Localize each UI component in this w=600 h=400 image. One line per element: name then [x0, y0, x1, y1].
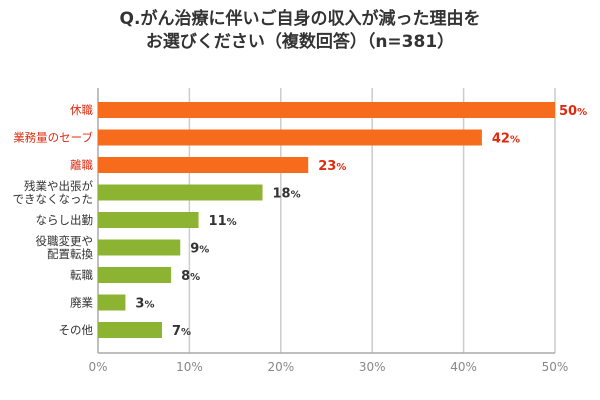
- x-tick-label: 10%: [176, 360, 203, 374]
- bar: [98, 102, 555, 118]
- x-tick-label: 30%: [359, 360, 386, 374]
- chart-title-line-1: Q.がん治療に伴いご自身の収入が減った理由を: [119, 9, 481, 29]
- category-label: 転職: [70, 268, 93, 282]
- bar: [98, 212, 199, 228]
- category-label: 離職: [70, 158, 93, 172]
- value-label: 50%: [559, 104, 587, 119]
- chart-title-line-2: お選びください（複数回答）（n=381）: [145, 32, 455, 52]
- category-label: 残業や出張ができなくなった: [13, 179, 94, 206]
- x-tick-label: 0%: [88, 360, 107, 374]
- bar: [98, 184, 263, 201]
- bar: [98, 267, 172, 283]
- value-label: 18%: [273, 187, 301, 202]
- bar: [98, 294, 126, 311]
- category-label: 廃業: [70, 296, 93, 310]
- category-label: その他: [59, 323, 94, 337]
- category-label: 休職: [70, 103, 93, 117]
- bar: [98, 129, 482, 146]
- bar: [98, 322, 162, 338]
- x-tick-label: 40%: [450, 360, 477, 374]
- value-label: 42%: [492, 132, 520, 147]
- value-label: 3%: [135, 297, 154, 312]
- value-label: 11%: [209, 214, 237, 229]
- value-label: 8%: [181, 269, 200, 284]
- bar: [98, 239, 181, 256]
- x-tick-label: 20%: [267, 360, 294, 374]
- value-label: 23%: [318, 159, 346, 174]
- category-label: ならし出勤: [36, 213, 94, 227]
- value-label: 9%: [190, 242, 209, 257]
- value-label: 7%: [172, 324, 191, 339]
- x-tick-label: 50%: [542, 360, 569, 374]
- category-label: 業務量のセーブ: [13, 131, 93, 145]
- category-label: 役職変更や配置転換: [36, 234, 94, 261]
- bar: [98, 157, 309, 173]
- chart-title: Q.がん治療に伴いご自身の収入が減った理由を お選びください（複数回答）（n=3…: [0, 8, 600, 54]
